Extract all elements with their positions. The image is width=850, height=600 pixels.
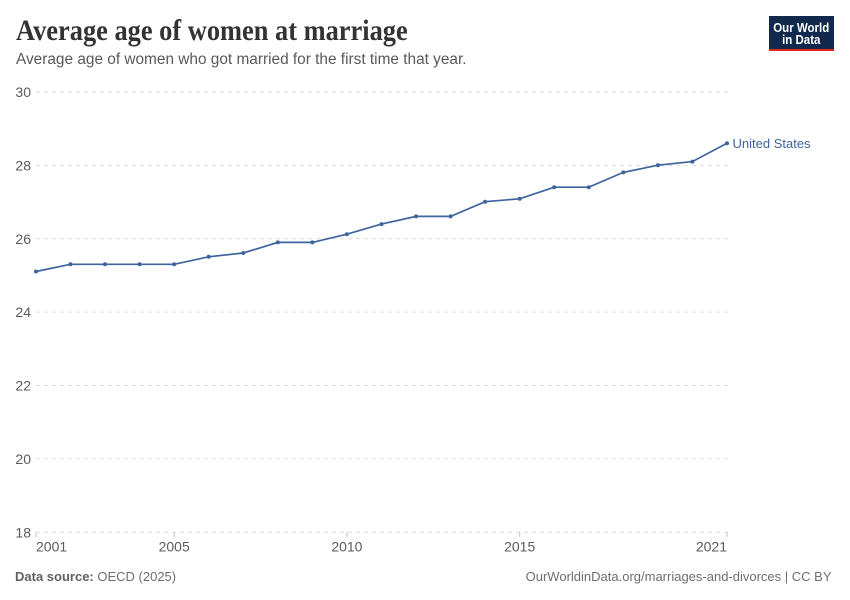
svg-text:United States: United States	[733, 136, 812, 151]
svg-text:2010: 2010	[331, 539, 362, 555]
svg-text:30: 30	[15, 84, 31, 100]
svg-text:22: 22	[15, 378, 31, 394]
svg-text:2015: 2015	[504, 539, 535, 555]
svg-text:26: 26	[15, 231, 31, 247]
svg-text:18: 18	[15, 524, 31, 540]
svg-text:28: 28	[15, 158, 31, 174]
svg-text:2001: 2001	[36, 539, 67, 555]
svg-text:24: 24	[15, 304, 31, 320]
svg-text:2021: 2021	[696, 539, 727, 555]
svg-text:20: 20	[15, 451, 31, 467]
svg-text:2005: 2005	[159, 539, 190, 555]
